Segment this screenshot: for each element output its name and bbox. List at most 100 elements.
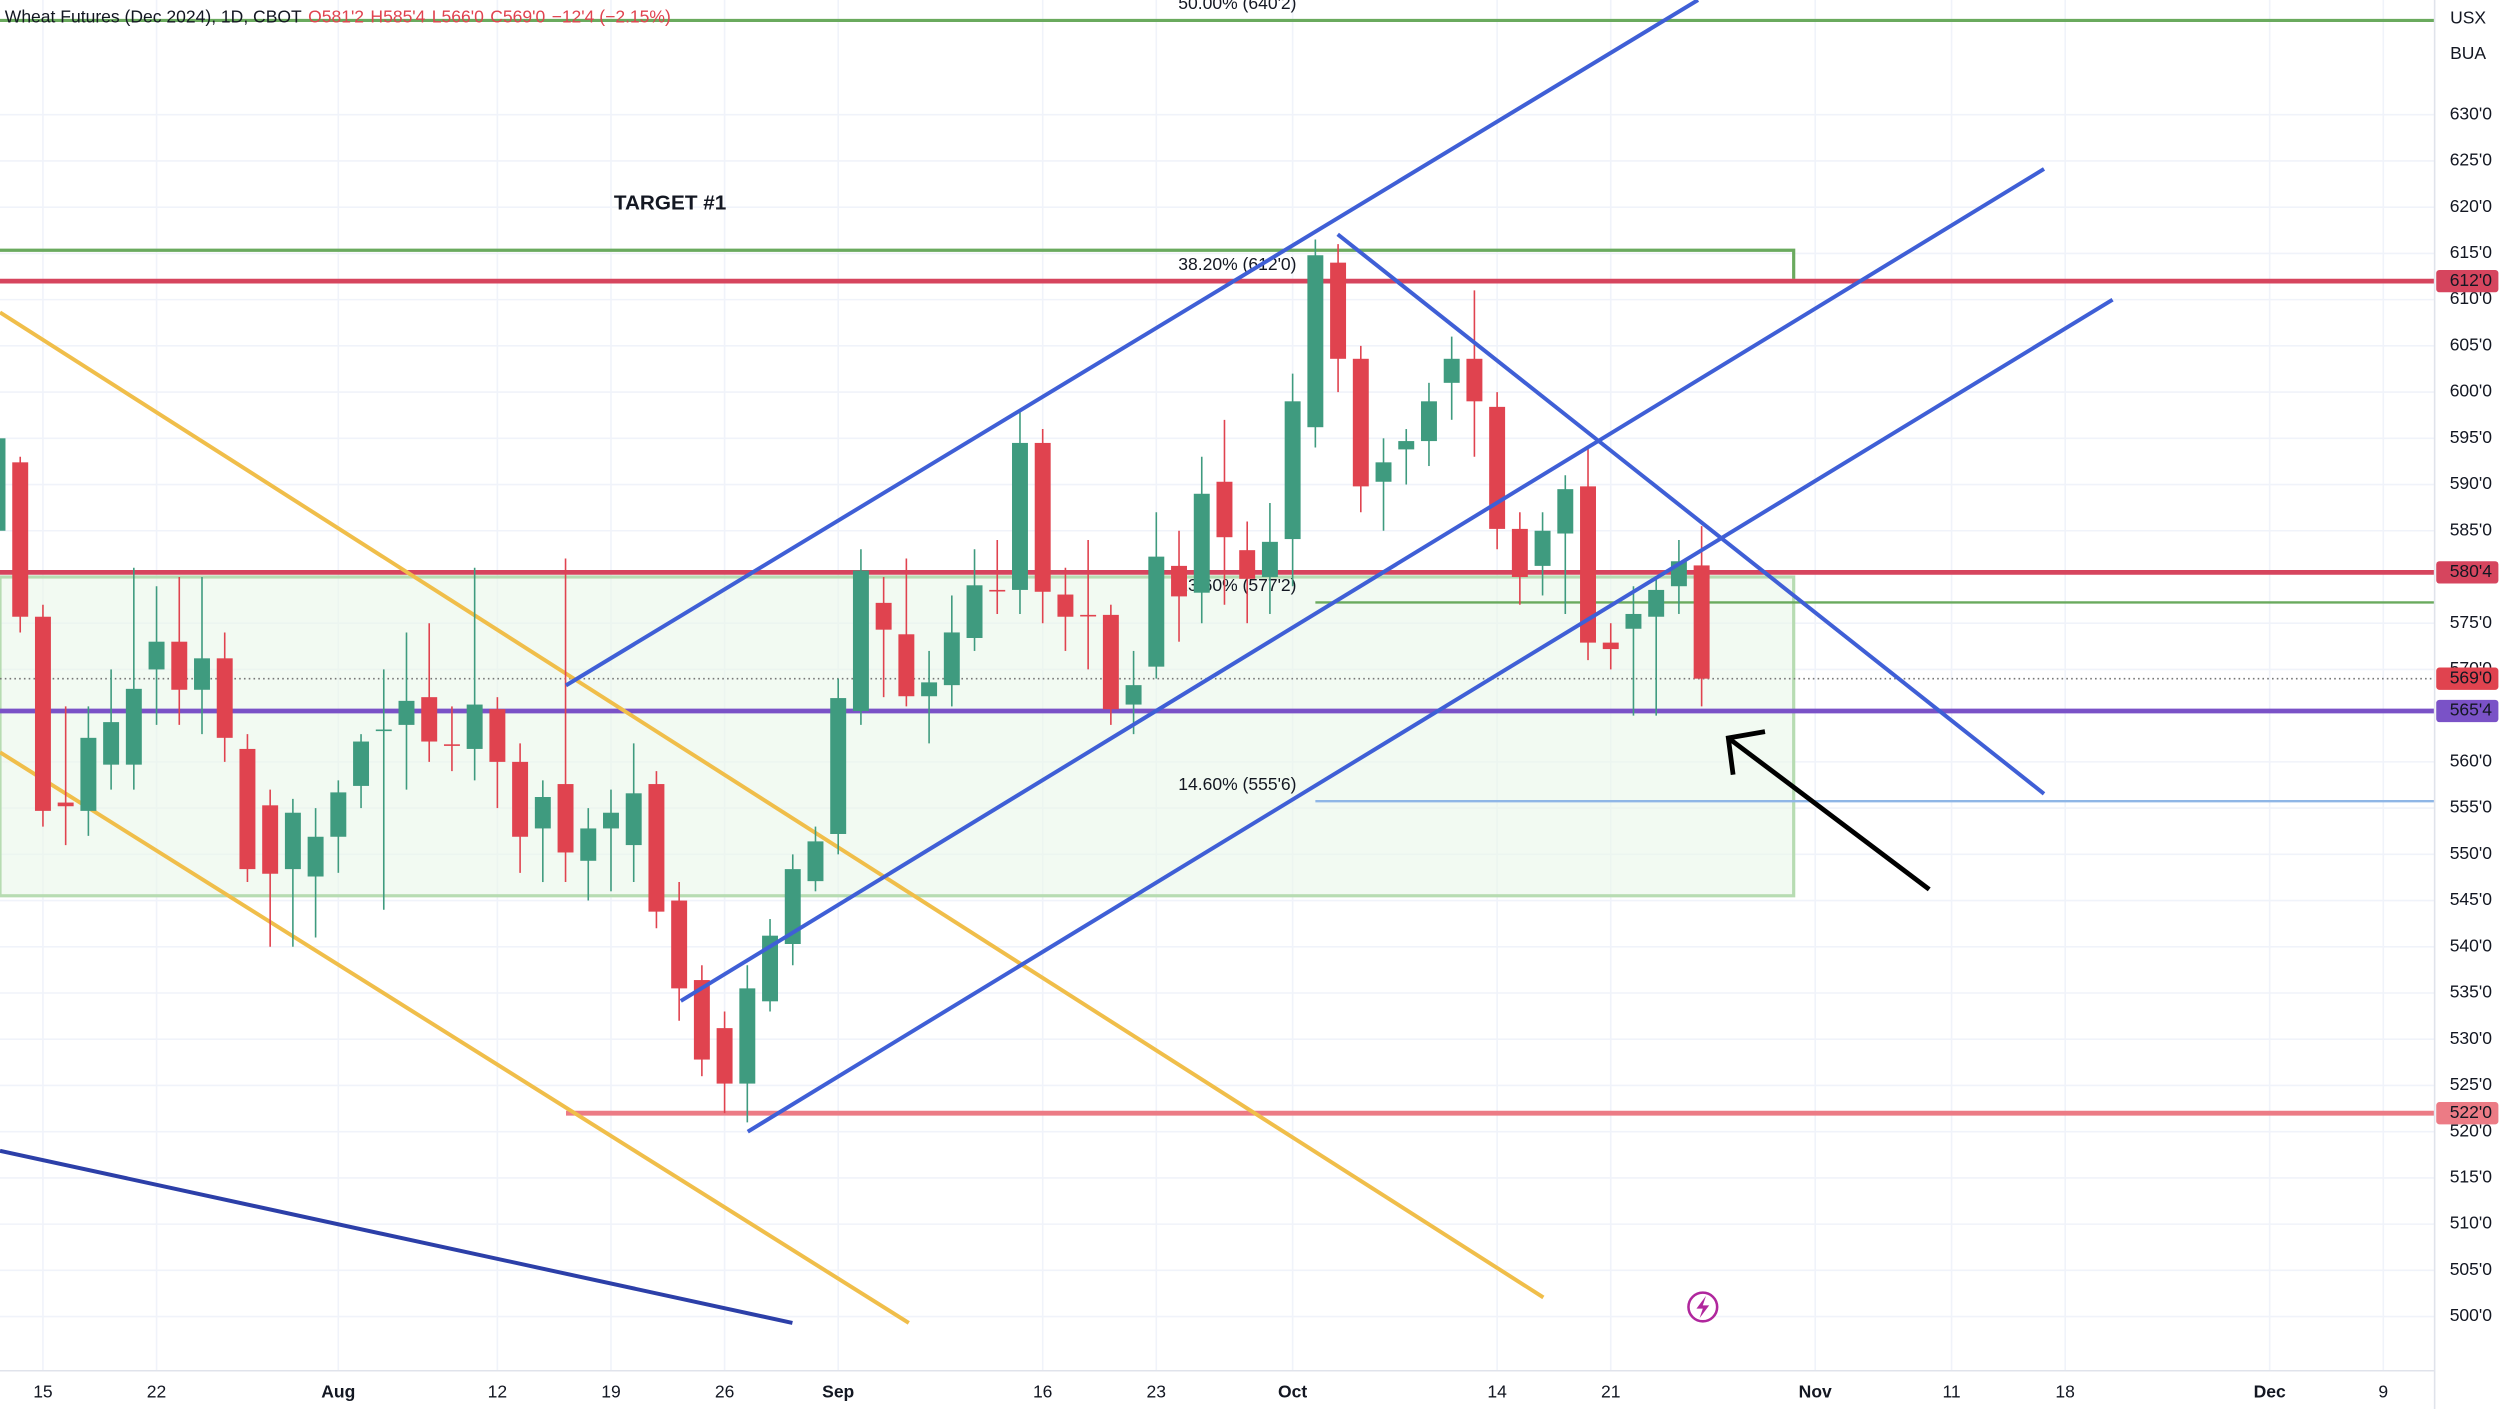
y-tick-label: 545'0 (2450, 889, 2493, 909)
annotation: TARGET #1 (614, 191, 726, 214)
x-tick-label: Nov (1799, 1382, 1832, 1402)
candle-body (1375, 462, 1392, 482)
y-tick-label: 610'0 (2450, 288, 2493, 308)
candle-body (1102, 614, 1119, 710)
candle-body (784, 869, 801, 945)
y-tick-label: 555'0 (2450, 797, 2493, 817)
candle-body (921, 682, 938, 697)
x-tick-label: 22 (147, 1382, 166, 1402)
candle-body (693, 980, 710, 1060)
candle-body (1171, 565, 1188, 597)
y-tick-label: 520'0 (2450, 1120, 2493, 1140)
candle-body (398, 700, 415, 725)
candle-body (330, 792, 347, 837)
candle-body (625, 793, 642, 846)
header: Wheat Futures (Dec 2024), 1D, CBOT O581'2… (5, 6, 671, 26)
candle-body (830, 698, 847, 834)
y-tick-label: 615'0 (2450, 242, 2493, 262)
candle-body (1557, 489, 1574, 534)
x-tick-label: 15 (33, 1382, 52, 1402)
y-tick-label: 585'0 (2450, 519, 2493, 539)
unit[interactable]: BUA (2450, 43, 2486, 63)
channel-line (679, 167, 2046, 1003)
y-tick-label: 625'0 (2450, 150, 2493, 170)
target-box (0, 248, 1796, 279)
candle-body (284, 812, 301, 870)
axes: 500'0 505'0 510'0 515'0 520'0 525'0 530'0 535'0… (33, 103, 2499, 1402)
candle-body (1330, 262, 1347, 359)
candle-body (716, 1028, 733, 1084)
candle-body (1580, 486, 1596, 643)
y-tick-label: 595'0 (2450, 427, 2493, 447)
x-tick-label: Sep (822, 1382, 854, 1402)
candle-body (1534, 530, 1551, 566)
candle-body (1511, 528, 1528, 577)
candle-body (1443, 358, 1460, 383)
candle-body (194, 658, 210, 690)
candle-body (1148, 556, 1165, 667)
channel-line (1336, 232, 2046, 796)
candle-body (512, 761, 529, 837)
candle-body (1625, 613, 1642, 629)
price-tag (2436, 699, 2499, 723)
x-tick-label: 26 (715, 1382, 734, 1402)
x-tick-label: 9 (2378, 1382, 2388, 1402)
y-tick-label: 505'0 (2450, 1259, 2493, 1279)
levels: 50.00% (640'2)38.20% (612'0)23.60% (577'… (0, 0, 2435, 1116)
y-tick-label: 540'0 (2450, 935, 2493, 955)
candle-body (648, 784, 665, 912)
candle-body (1261, 541, 1278, 577)
price-tag (2436, 561, 2499, 584)
candle-body (1034, 442, 1051, 592)
candle-body (1489, 406, 1506, 529)
y-tick-label: 510'0 (2450, 1213, 2493, 1233)
candle-body (421, 697, 438, 742)
candle-body (1216, 481, 1233, 538)
candle-body (12, 462, 29, 617)
candle-body (466, 704, 483, 749)
currency[interactable]: USX (2450, 8, 2486, 28)
candle-body (875, 602, 892, 630)
x-tick-label: 19 (601, 1382, 620, 1402)
y-tick-label: 600'0 (2450, 381, 2493, 401)
alert-icon[interactable] (1687, 1291, 1719, 1323)
candle-body (239, 748, 256, 870)
x-tick-label: Oct (1278, 1382, 1307, 1402)
close: C569'0 (490, 6, 545, 26)
candle-body (1080, 614, 1097, 617)
candle-body (307, 836, 324, 877)
candle-body (1284, 401, 1301, 540)
candle-body (1648, 589, 1665, 617)
price-tag-label: 522'0 (2450, 1102, 2493, 1122)
candle-body (148, 641, 165, 670)
price-tag-label: 580'4 (2450, 561, 2493, 581)
y-tick-label: 620'0 (2450, 196, 2493, 216)
candle-body (1420, 401, 1437, 442)
trendline-navy (0, 1148, 793, 1325)
x-tick-label: Aug (321, 1382, 355, 1402)
y-tick-label: 515'0 (2450, 1167, 2493, 1187)
candle-body (375, 729, 392, 732)
fib-label: 50.00% (640'2) (1178, 0, 1296, 13)
candle-body (557, 784, 574, 853)
candle-body (989, 589, 1006, 592)
candle-body (1057, 594, 1074, 617)
price-tag (2436, 667, 2499, 690)
x-tick-label: 14 (1487, 1382, 1507, 1402)
price-tag-label: 565'4 (2450, 700, 2493, 720)
fib-label: 14.60% (555'6) (1178, 774, 1296, 794)
candle-body (34, 616, 51, 811)
candle-body (739, 988, 756, 1084)
candles (0, 239, 1710, 1123)
candle-body (852, 570, 869, 712)
x-tick-label: 12 (488, 1382, 507, 1402)
candle-body (125, 688, 142, 765)
candle-body (171, 641, 188, 690)
channel-line (564, 0, 1700, 688)
candle-body (671, 900, 688, 989)
candle-body (943, 632, 960, 686)
candle-body (1193, 493, 1210, 593)
trendline-orange (0, 750, 910, 1325)
arrow (1725, 729, 1931, 892)
